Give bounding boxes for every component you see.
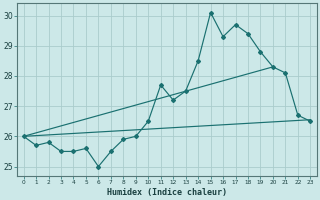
- X-axis label: Humidex (Indice chaleur): Humidex (Indice chaleur): [107, 188, 227, 197]
